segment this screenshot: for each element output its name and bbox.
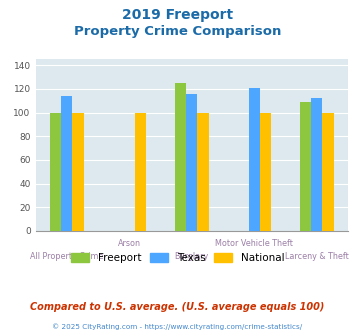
- Bar: [175, 83, 186, 231]
- Text: © 2025 CityRating.com - https://www.cityrating.com/crime-statistics/: © 2025 CityRating.com - https://www.city…: [53, 323, 302, 330]
- Bar: [61, 96, 72, 231]
- Bar: [322, 113, 334, 231]
- Text: Arson: Arson: [118, 239, 141, 248]
- Legend: Freeport, Texas, National: Freeport, Texas, National: [66, 248, 289, 267]
- Text: 2019 Freeport: 2019 Freeport: [122, 8, 233, 22]
- Bar: [186, 94, 197, 231]
- Text: All Property Crime: All Property Crime: [30, 252, 104, 261]
- Text: Burglary: Burglary: [175, 252, 209, 261]
- Bar: [197, 113, 209, 231]
- Bar: [50, 113, 61, 231]
- Bar: [72, 113, 84, 231]
- Bar: [311, 98, 322, 231]
- Bar: [135, 113, 146, 231]
- Text: Larceny & Theft: Larceny & Theft: [285, 252, 349, 261]
- Text: Property Crime Comparison: Property Crime Comparison: [74, 25, 281, 38]
- Bar: [300, 102, 311, 231]
- Text: Compared to U.S. average. (U.S. average equals 100): Compared to U.S. average. (U.S. average …: [30, 302, 325, 312]
- Bar: [260, 113, 271, 231]
- Text: Motor Vehicle Theft: Motor Vehicle Theft: [215, 239, 293, 248]
- Bar: [248, 88, 260, 231]
